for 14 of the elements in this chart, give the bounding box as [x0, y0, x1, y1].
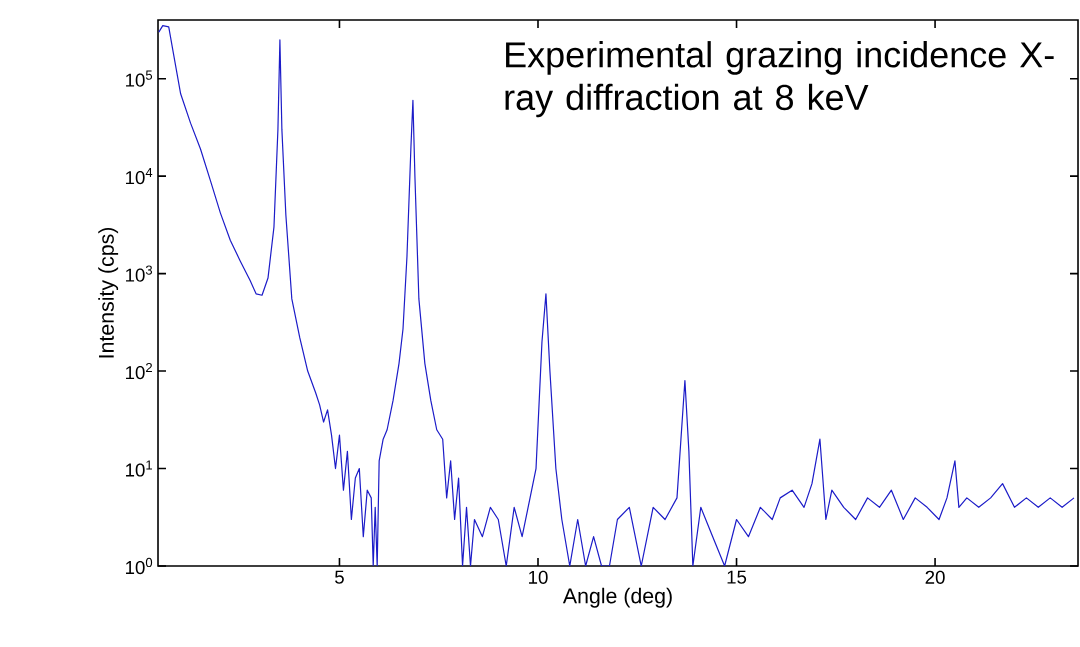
x-tick-label: 20 [925, 570, 945, 584]
annotation: Experimental grazing incidence X-ray diffraction at 8 keV [505, 41, 1054, 118]
y-tick-label: 10$^{3}$ [126, 265, 153, 282]
x-tick-label: 15 [727, 570, 747, 584]
x-tick-label: 10 [529, 570, 548, 584]
y-tick-label: 10$^{4}$ [126, 168, 153, 185]
x-tick-label: 5 [335, 570, 344, 584]
y-axis-title: Intensity (cps) [98, 227, 119, 358]
x-axis-title: Angle (deg) [562, 587, 672, 608]
y-tick-label: 10$^{2}$ [126, 362, 152, 380]
y-tick-label: 10$^{1}$ [126, 460, 152, 477]
y-tick-label: 10$^{0}$ [126, 557, 153, 575]
y-tick-label: 10$^{5}$ [126, 70, 153, 87]
line-series [158, 25, 1075, 566]
